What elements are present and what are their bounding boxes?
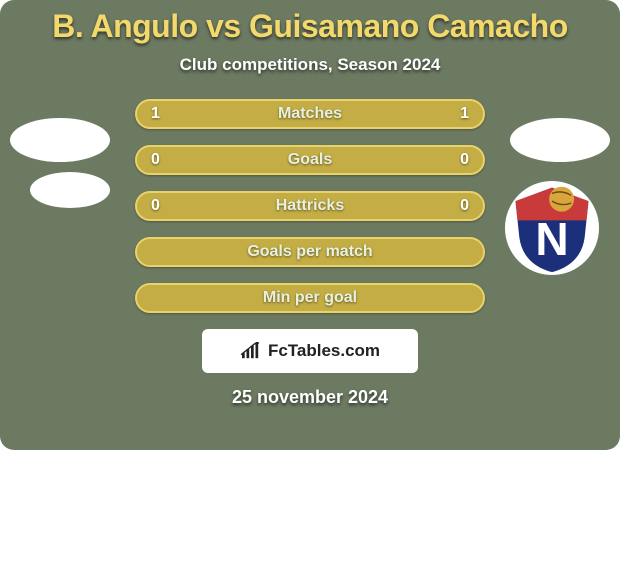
logo-ball	[549, 187, 574, 212]
stat-left-value: 0	[151, 197, 160, 215]
stat-right-value: 0	[460, 197, 469, 215]
stat-label: Hattricks	[276, 197, 344, 215]
date-text: 25 november 2024	[0, 387, 620, 408]
stat-label: Matches	[278, 105, 342, 123]
stat-row-hattricks: 0 Hattricks 0	[135, 191, 485, 221]
stat-rows: 1 Matches 1 0 Goals 0 0 Hattricks 0 Goal…	[135, 99, 485, 313]
shield-letter: N	[535, 213, 568, 265]
stat-label: Goals per match	[247, 243, 372, 261]
stat-left-value: 0	[151, 151, 160, 169]
stat-row-goals-per-match: Goals per match	[135, 237, 485, 267]
bar-chart-icon	[240, 342, 262, 360]
stat-label: Goals	[288, 151, 332, 169]
player-left-club-avatar	[30, 172, 110, 208]
stat-row-goals: 0 Goals 0	[135, 145, 485, 175]
stat-row-matches: 1 Matches 1	[135, 99, 485, 129]
player-left-avatar	[10, 118, 110, 162]
stat-row-min-per-goal: Min per goal	[135, 283, 485, 313]
stat-right-value: 0	[460, 151, 469, 169]
subtitle: Club competitions, Season 2024	[0, 55, 620, 75]
stat-right-value: 1	[460, 105, 469, 123]
comparison-card: B. Angulo vs Guisamano Camacho Club comp…	[0, 0, 620, 450]
stat-label: Min per goal	[263, 289, 357, 307]
club-logo: N	[504, 180, 600, 276]
watermark: FcTables.com	[202, 329, 418, 373]
watermark-text: FcTables.com	[268, 341, 380, 361]
player-right-avatar	[510, 118, 610, 162]
stat-left-value: 1	[151, 105, 160, 123]
page-title: B. Angulo vs Guisamano Camacho	[0, 8, 620, 45]
